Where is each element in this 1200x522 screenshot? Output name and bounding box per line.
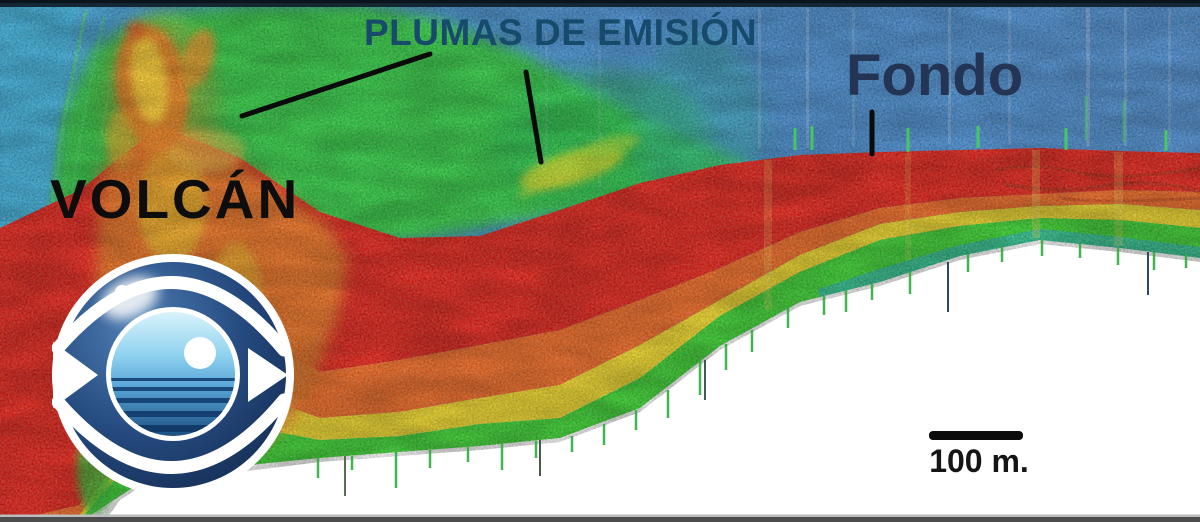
scale-bar-label: 100 m. xyxy=(929,443,1029,479)
logo-sun xyxy=(184,337,216,369)
bottom-border-light xyxy=(0,514,1200,517)
logo-horizon-lines xyxy=(111,378,235,432)
annotation-lines xyxy=(239,51,875,165)
top-border-dark xyxy=(0,0,1200,3)
dark-echo-spikes xyxy=(344,252,1149,496)
volcano-label: VOLCÁN xyxy=(50,168,301,230)
near-bottom-green-ticks xyxy=(793,96,1168,152)
no-signal-region xyxy=(80,240,1200,522)
logo-fish-eye-outline xyxy=(52,276,291,474)
green-echo-spikes xyxy=(316,240,1188,488)
top-border xyxy=(0,0,1200,7)
eye-ocean-logo-icon xyxy=(52,254,294,496)
scale-bar xyxy=(929,431,1023,440)
emission-plumes-label: PLUMAS DE EMISIÓN xyxy=(364,12,757,53)
plumas-leader-line-left xyxy=(239,51,433,119)
seafloor-label: Fondo xyxy=(846,43,1024,108)
logo-eye-ball xyxy=(111,312,235,436)
plumas-leader-line-right xyxy=(523,69,544,165)
bottom-border xyxy=(0,517,1200,522)
